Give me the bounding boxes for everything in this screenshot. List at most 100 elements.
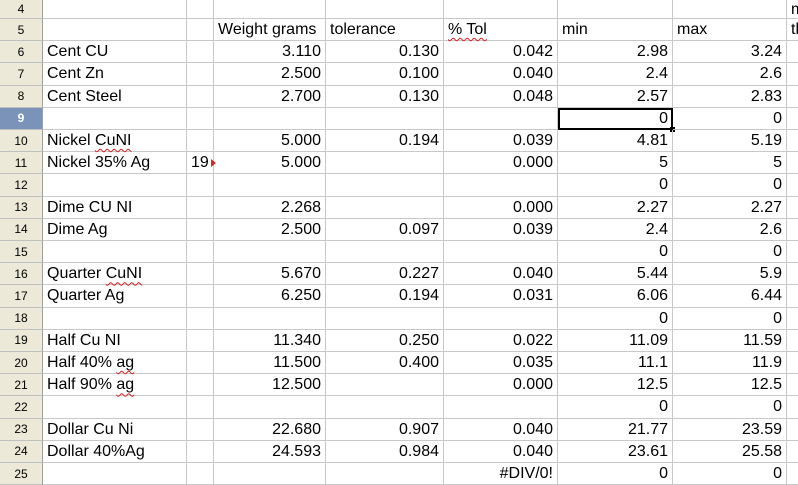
cell-h[interactable]: [787, 241, 798, 264]
cell-g[interactable]: 5.9: [673, 263, 787, 286]
cell-g[interactable]: 5: [673, 152, 787, 175]
cell-f[interactable]: min: [558, 19, 673, 42]
row-header[interactable]: 21: [0, 374, 43, 397]
cell-h[interactable]: [787, 285, 798, 308]
cell-c[interactable]: 12.500: [214, 374, 326, 397]
row-header[interactable]: 4: [0, 0, 43, 19]
cell-g[interactable]: 6.44: [673, 285, 787, 308]
cell-d[interactable]: [326, 107, 444, 130]
cell-c[interactable]: [214, 0, 326, 19]
cell-f[interactable]: 5: [558, 152, 673, 175]
cell-e[interactable]: #DIV/0!: [444, 463, 558, 485]
cell-h[interactable]: [787, 463, 798, 485]
cell-c[interactable]: 22.680: [214, 418, 326, 441]
cell-c[interactable]: 5.000: [214, 152, 326, 175]
cell-f[interactable]: 2.98: [558, 41, 673, 64]
cell-c[interactable]: 5.000: [214, 130, 326, 153]
cell-g[interactable]: 0: [673, 107, 787, 130]
cell-b[interactable]: [187, 19, 214, 42]
row-header[interactable]: 8: [0, 85, 43, 108]
cell-g[interactable]: 12.5: [673, 374, 787, 397]
cell-g[interactable]: 3.24: [673, 41, 787, 64]
cell-c[interactable]: [214, 174, 326, 197]
cell-a[interactable]: Cent CU: [43, 41, 187, 64]
cell-e[interactable]: [444, 307, 558, 330]
cell-f[interactable]: 11.1: [558, 352, 673, 375]
cell-c[interactable]: 5.670: [214, 263, 326, 286]
row-header[interactable]: 9: [0, 107, 43, 130]
cell-b[interactable]: [187, 352, 214, 375]
cell-f[interactable]: 0: [558, 174, 673, 197]
cell-d[interactable]: [326, 152, 444, 175]
cell-d[interactable]: tolerance: [326, 19, 444, 42]
cell-b[interactable]: [187, 374, 214, 397]
cell-b[interactable]: [187, 0, 214, 19]
cell-d[interactable]: [326, 463, 444, 485]
cell-e[interactable]: 0.040: [444, 418, 558, 441]
cell-b[interactable]: [187, 440, 214, 463]
cell-h[interactable]: [787, 308, 798, 330]
cell-e[interactable]: 0.000: [444, 374, 558, 397]
cell-a[interactable]: [43, 463, 187, 485]
cell-f[interactable]: [558, 0, 673, 19]
cell-h[interactable]: [787, 41, 798, 64]
cell-a[interactable]: Dollar 40%Ag: [43, 440, 187, 463]
cell-e[interactable]: 0.000: [444, 152, 558, 175]
cell-h[interactable]: [787, 174, 798, 197]
cell-b[interactable]: [187, 218, 214, 241]
cell-d[interactable]: [326, 396, 444, 419]
cell-e[interactable]: [444, 174, 558, 197]
cell-a[interactable]: Dime Ag: [43, 218, 187, 241]
cell-f[interactable]: 0: [558, 241, 673, 264]
row-header[interactable]: 5: [0, 19, 43, 42]
cell-g[interactable]: [673, 0, 787, 19]
cell-g[interactable]: 5.19: [673, 130, 787, 153]
cell-b[interactable]: [187, 41, 214, 64]
cell-e[interactable]: 0.039: [444, 130, 558, 153]
cell-e[interactable]: 0.035: [444, 352, 558, 375]
cell-c[interactable]: 3.110: [214, 41, 326, 64]
cell-e[interactable]: 0.040: [444, 440, 558, 463]
cell-f[interactable]: 6.06: [558, 285, 673, 308]
cell-b[interactable]: [187, 107, 214, 130]
cell-b[interactable]: [187, 263, 214, 286]
cell-h[interactable]: [787, 130, 798, 153]
cell-b[interactable]: [187, 307, 214, 330]
cell-c[interactable]: 2.500: [214, 63, 326, 86]
cell-e[interactable]: 0.022: [444, 329, 558, 352]
cell-d[interactable]: [326, 374, 444, 397]
row-header[interactable]: 24: [0, 440, 43, 463]
cell-c[interactable]: 11.340: [214, 329, 326, 352]
cell-e[interactable]: 0.042: [444, 41, 558, 64]
cell-e[interactable]: [444, 396, 558, 419]
cell-h[interactable]: [787, 108, 798, 130]
cell-a[interactable]: Cent Zn: [43, 63, 187, 86]
cell-e[interactable]: [444, 0, 558, 19]
cell-b[interactable]: [187, 196, 214, 219]
cell-b[interactable]: [187, 130, 214, 153]
cell-g[interactable]: 2.83: [673, 85, 787, 108]
cell-a[interactable]: [43, 19, 187, 42]
cell-d[interactable]: 0.130: [326, 85, 444, 108]
cell-h[interactable]: m: [787, 0, 798, 19]
cell-e[interactable]: 0.040: [444, 263, 558, 286]
cell-b[interactable]: [187, 418, 214, 441]
cell-a[interactable]: Quarter Ag: [43, 285, 187, 308]
cell-d[interactable]: [326, 307, 444, 330]
cell-g[interactable]: 0: [673, 174, 787, 197]
cell-h[interactable]: [787, 419, 798, 441]
cell-c[interactable]: 2.700: [214, 85, 326, 108]
row-header[interactable]: 19: [0, 329, 43, 352]
cell-g[interactable]: 0: [673, 396, 787, 419]
row-header[interactable]: 10: [0, 130, 43, 153]
cell-e[interactable]: 0.031: [444, 285, 558, 308]
row-header[interactable]: 18: [0, 307, 43, 330]
cell-g[interactable]: 0: [673, 241, 787, 264]
cell-d[interactable]: 0.194: [326, 285, 444, 308]
cell-b[interactable]: [187, 241, 214, 264]
cell-a[interactable]: Nickel CuNI: [43, 130, 187, 153]
cell-h[interactable]: [787, 86, 798, 108]
cell-c[interactable]: 2.268: [214, 196, 326, 219]
cell-g[interactable]: 0: [673, 463, 787, 485]
cell-f[interactable]: 21.77: [558, 418, 673, 441]
